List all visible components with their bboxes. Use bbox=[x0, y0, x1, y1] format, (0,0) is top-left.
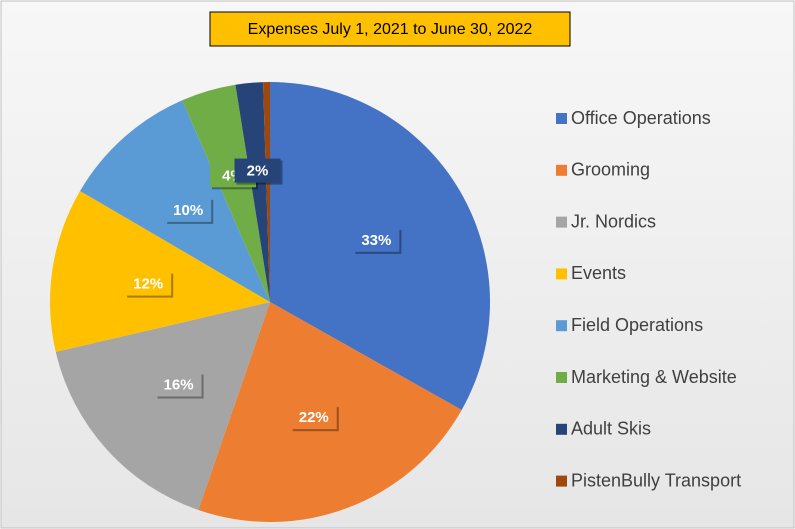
label-box bbox=[290, 405, 337, 430]
legend-swatch bbox=[556, 423, 567, 435]
legend-text: Marketing & Website bbox=[571, 367, 737, 387]
data-label: 2% bbox=[247, 163, 269, 180]
pie-slice bbox=[235, 82, 270, 302]
pie-slice bbox=[182, 84, 270, 302]
title-box bbox=[209, 11, 571, 47]
legend-swatch bbox=[556, 372, 567, 383]
data-label: 16% bbox=[164, 377, 194, 394]
label-box bbox=[234, 158, 281, 183]
legend-text: Events bbox=[571, 263, 626, 283]
pie-slice bbox=[50, 190, 271, 352]
label-box bbox=[353, 227, 400, 252]
legend-text: Grooming bbox=[571, 160, 650, 180]
data-label: 33% bbox=[361, 232, 391, 249]
label-box bbox=[155, 372, 202, 397]
legend-text: Jr. Nordics bbox=[571, 211, 656, 231]
legend-swatch bbox=[556, 164, 567, 176]
legend-swatch bbox=[556, 475, 567, 487]
legend-text: PistenBully Transport bbox=[571, 470, 741, 490]
legend-text: Field Operations bbox=[571, 315, 703, 335]
data-label: 12% bbox=[133, 276, 163, 293]
pie-slice bbox=[55, 302, 270, 511]
legend-swatch bbox=[556, 268, 567, 280]
chart-title: Expenses July 1, 2021 to June 30, 2022 bbox=[248, 21, 533, 38]
data-label: 10% bbox=[173, 202, 203, 219]
legend-text: Office Operations bbox=[571, 108, 711, 128]
legend-swatch bbox=[556, 113, 567, 124]
legend-text: Adult Skis bbox=[571, 419, 651, 439]
data-label: 22% bbox=[299, 409, 329, 426]
legend-swatch bbox=[556, 320, 567, 332]
pie-slice bbox=[263, 82, 270, 302]
label-box bbox=[125, 271, 172, 296]
label-box bbox=[165, 197, 212, 222]
legend-swatch bbox=[556, 216, 567, 228]
